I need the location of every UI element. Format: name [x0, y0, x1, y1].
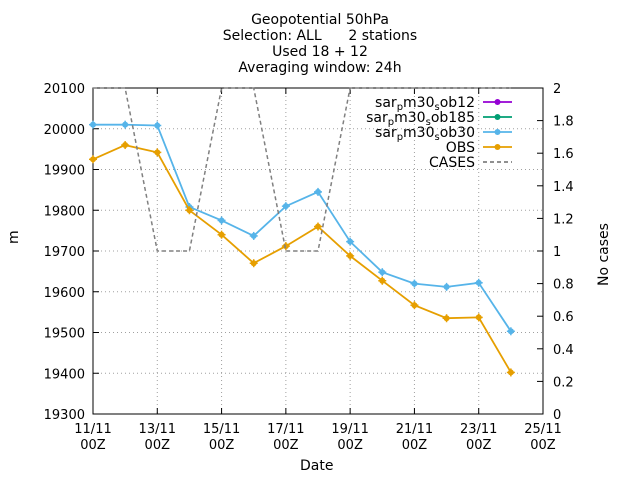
- x-tick-label-hour: 00Z: [402, 438, 428, 453]
- y-tick-label: 19500: [44, 327, 85, 342]
- y-tick-label: 19600: [44, 286, 85, 301]
- x-tick-label-hour: 00Z: [273, 438, 299, 453]
- y-tick-label: 20000: [44, 123, 85, 138]
- y2-tick-label: 0.2: [553, 375, 574, 390]
- x-tick-label-date: 15/11: [203, 422, 240, 437]
- y2-tick-label: 1.6: [553, 147, 574, 162]
- x-tick-label-date: 25/11: [524, 422, 561, 437]
- y2-tick-label: 1: [553, 245, 561, 260]
- y2-tick-label: 1.4: [553, 180, 574, 195]
- x-tick-label-date: 19/11: [331, 422, 368, 437]
- x-tick-label-hour: 00Z: [80, 438, 106, 453]
- x-axis-title: Date: [300, 458, 334, 474]
- y-tick-label: 19300: [44, 408, 85, 423]
- y-tick-label: 19400: [44, 367, 85, 382]
- x-tick-label-date: 23/11: [460, 422, 497, 437]
- series-line-4: [93, 87, 511, 252]
- y2-tick-label: 0.4: [553, 343, 574, 358]
- y2-tick-label: 0.8: [553, 278, 574, 293]
- y-tick-label: 19800: [44, 204, 85, 219]
- x-tick-label-hour: 00Z: [530, 438, 556, 453]
- legend-label-0: sarpm30sob12: [375, 95, 475, 113]
- y2-tick-label: 1.8: [553, 115, 574, 130]
- legend-marker-1: [494, 114, 501, 120]
- y-tick-label: 19900: [44, 164, 85, 179]
- x-tick-label-hour: 00Z: [209, 438, 235, 453]
- chart-title-line-2: Selection: ALL 2 stations: [222, 28, 418, 44]
- series-line-3: [92, 144, 512, 373]
- y2-tick-label: 0.6: [553, 310, 574, 325]
- y2-tick-label: 0: [553, 408, 561, 423]
- x-tick-label-date: 17/11: [267, 422, 304, 437]
- legend-label-4: CASES: [429, 155, 475, 171]
- series-line-2: [93, 123, 512, 332]
- x-tick-label-date: 11/11: [74, 422, 111, 437]
- legend-label-3: OBS: [446, 140, 475, 156]
- x-tick-label-hour: 00Z: [337, 438, 363, 453]
- y-tick-label: 19700: [44, 245, 85, 260]
- chart-title-line-4: Averaging window: 24h: [238, 60, 402, 76]
- legend-marker-0: [494, 99, 501, 105]
- chart-title-line-3: Used 18 + 12: [272, 44, 368, 60]
- x-tick-label-hour: 00Z: [145, 438, 171, 453]
- y2-tick-label: 2: [553, 82, 561, 97]
- y-tick-label: 20100: [44, 82, 85, 97]
- x-tick-label-date: 21/11: [396, 422, 433, 437]
- x-tick-label-date: 13/11: [139, 422, 176, 437]
- legend-label-2: sarpm30sob30: [375, 125, 475, 143]
- legend-label-1: sarpm30sob185: [366, 110, 475, 128]
- chart-title-line-1: Geopotential 50hPa: [251, 12, 389, 28]
- legend-marker-2: [494, 129, 501, 135]
- y2-tick-label: 1.2: [553, 212, 574, 227]
- x-tick-label-hour: 00Z: [466, 438, 492, 453]
- legend-marker-3: [494, 144, 501, 150]
